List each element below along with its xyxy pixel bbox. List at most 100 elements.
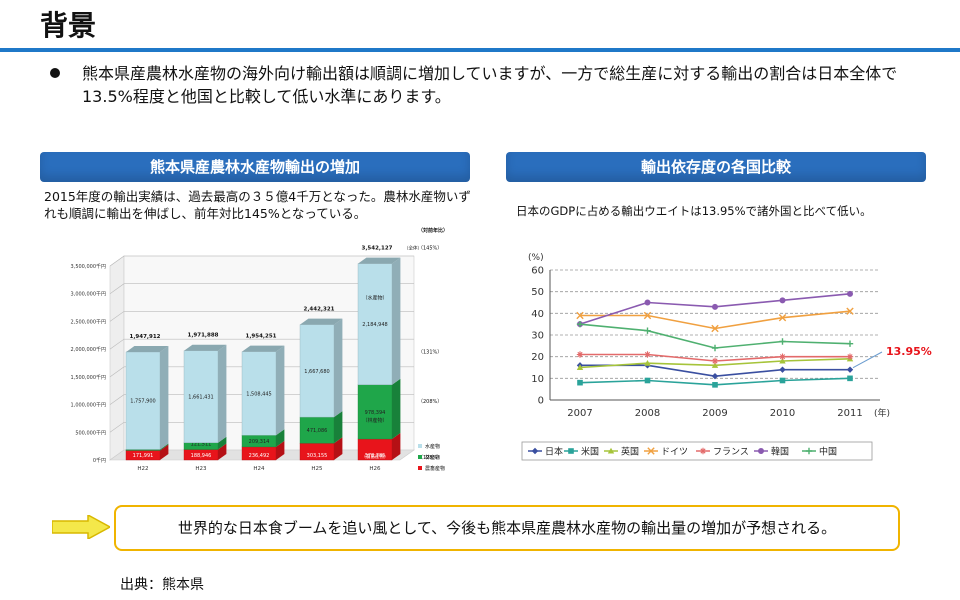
x-unit-label: (年) [874,407,890,419]
x-tick-label: H26 [369,466,381,472]
right-arrow-icon [52,515,110,539]
bar-data-label: 1,667,680 [304,369,329,375]
bar-top [126,346,169,353]
bar-total-label: 3,542,127 [362,246,393,252]
bar-side [334,318,343,418]
bar-total-label: 2,442,321 [304,307,335,313]
legend-label: 日本 [545,446,563,458]
legend-label: 英国 [621,446,639,458]
bar-side [334,437,343,460]
y-tick-label: 500,000千円 [75,429,106,436]
bar-data-label: 378,785 [365,453,386,459]
y-tick-label: 40 [531,309,544,320]
forest-note: （林産物） [362,417,387,424]
title-underline [0,48,960,52]
bar-side [218,344,227,443]
series-marker [846,307,854,315]
bar-side [392,433,401,460]
series-marker [576,351,584,358]
bar-side [276,429,285,447]
legend-label: ドイツ [661,448,688,458]
y-tick-label: 20 [531,352,544,363]
y-tick-label: 1,000,000千円 [71,402,106,409]
bar-side [276,440,285,460]
bar-side [160,443,169,451]
y-gridline [109,283,414,294]
left-panel-banner: 熊本県産農林水産物輸出の増加 [40,152,470,182]
y-tick-label: 50 [531,287,544,298]
series-marker [847,290,853,297]
series-marker [644,299,651,306]
bar-data-label: 171,991 [133,453,154,459]
right-panel-banner: 輸出依存度の各国比較 [506,152,926,182]
bar-data-label: 1,508,445 [246,391,271,397]
y-tick-label: 30 [531,331,544,342]
y-tick-label: 60 [531,266,544,277]
series-marker [576,320,584,328]
legend-label: 林産物 [425,454,440,461]
bar-side [218,436,227,450]
bar-segment [357,263,393,385]
series-marker [846,340,854,347]
legend-label: 水産物 [425,443,440,450]
prediction-callout: 世界的な日本食ブームを追い風として、今後も熊本県産農林水産物の輸出量の増加が予想… [114,505,900,551]
total-note: （全体） [404,245,422,252]
bar-total-label: 1,954,251 [246,334,277,340]
series-marker [644,377,651,384]
ratio-label: （125%） [418,455,442,461]
agri-note: （農畜産物） [362,453,389,460]
right-panel-description: 日本のGDPに占める輸出ウエイトは13.95%で諸外国と比べて低い。 [516,204,872,218]
series-marker [711,344,719,352]
series-marker [644,359,651,366]
x-tick-label: 2009 [702,408,727,419]
legend-label: 農畜産物 [425,465,445,472]
series-marker [576,311,584,320]
legend-swatch [418,466,422,470]
x-tick-label: 2007 [567,408,592,419]
fish-note: （水産物） [362,295,387,302]
bar-top [184,344,227,351]
bar-data-label: 236,492 [249,453,270,459]
bar-segment [125,351,161,450]
bar-side [392,257,401,385]
series-marker [699,447,707,455]
y-tick-label: 10 [531,374,544,385]
bar-segment [299,324,335,418]
left-panel-description: 2015年度の輸出実績は、過去最高の３５億4千万となった。農林水産物いずれも順調… [44,189,471,221]
bar-data-label: 471,086 [307,428,328,434]
ratio-header: （対前年比） [418,227,448,234]
bar-side [160,346,169,450]
bullet-text: 熊本県産農林水産物の海外向け輸出額は順調に増加していますが、一方で総生産に対する… [82,64,898,106]
bar-top [242,345,285,352]
x-tick-label: H25 [311,466,323,472]
x-tick-label: 2011 [837,408,862,419]
bar-total-label: 1,947,912 [130,334,161,340]
bar-side [276,345,285,436]
series-marker [779,297,786,304]
x-tick-label: H23 [195,466,207,472]
source-note: 出典：熊本県 [120,577,204,593]
legend-swatch [418,444,422,448]
series-marker [568,448,574,454]
series-marker [779,338,786,345]
y-tick-label: 3,000,000千円 [71,291,106,298]
chart-side-wall [109,255,125,461]
bar-top [358,257,401,264]
legend-label: 米国 [581,446,599,458]
series-marker [778,313,787,322]
export-dependency-line-chart: (%) 0 10 20 30 40 50 60 2007 2008 2009 2010 2011 (年) 1… [521,253,932,461]
series-marker [805,447,813,455]
x-tick-label: 2008 [635,408,660,419]
series-marker [779,366,786,373]
legend-swatch [418,455,422,459]
series-marker [643,311,652,320]
annotation-label: 13.95% [886,345,932,358]
series-marker [711,324,719,333]
x-tick-label: H22 [137,466,148,472]
y-tick-label: 2,500,000千円 [71,318,106,325]
bar-data-label: 303,155 [307,453,328,459]
annotation-leader [852,351,883,369]
bar-top [300,318,343,325]
y-gridline [109,311,414,322]
bar-side [160,444,169,460]
